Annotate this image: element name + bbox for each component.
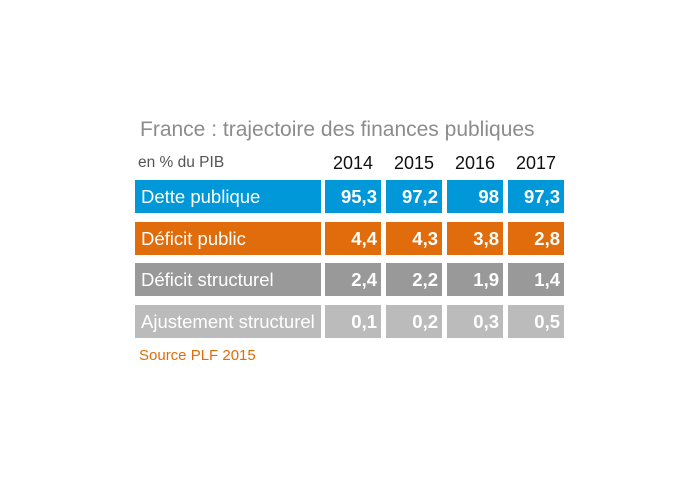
column-header-2015: 2015: [393, 153, 435, 173]
cell-ajustement-2015: 0,2: [386, 305, 442, 338]
cell-dette-2015: 97,2: [386, 180, 442, 213]
column-header-2014: 2014: [332, 153, 374, 173]
source-note: Source PLF 2015: [139, 347, 256, 364]
table-title: France : trajectoire des finances publiq…: [140, 118, 535, 141]
cell-ajustement-2016: 0,3: [447, 305, 503, 338]
cell-dette-2017: 97,3: [508, 180, 564, 213]
cell-dette-2014: 95,3: [325, 180, 381, 213]
cell-dette-2016: 98: [447, 180, 503, 213]
cell-deficit-structurel-2014: 2,4: [325, 263, 381, 296]
cell-deficit-public-2017: 2,8: [508, 222, 564, 255]
row-label-ajustement-structurel: Ajustement structurel: [135, 305, 321, 338]
cell-deficit-public-2014: 4,4: [325, 222, 381, 255]
cell-deficit-structurel-2017: 1,4: [508, 263, 564, 296]
cell-deficit-structurel-2015: 2,2: [386, 263, 442, 296]
column-header-2016: 2016: [454, 153, 496, 173]
cell-ajustement-2017: 0,5: [508, 305, 564, 338]
cell-ajustement-2014: 0,1: [325, 305, 381, 338]
row-label-deficit-structurel: Déficit structurel: [135, 263, 321, 296]
column-header-2017: 2017: [515, 153, 557, 173]
unit-label: en % du PIB: [138, 154, 225, 171]
cell-deficit-public-2016: 3,8: [447, 222, 503, 255]
row-label-dette-publique: Dette publique: [135, 180, 321, 213]
cell-deficit-public-2015: 4,3: [386, 222, 442, 255]
row-label-deficit-public: Déficit public: [135, 222, 321, 255]
cell-deficit-structurel-2016: 1,9: [447, 263, 503, 296]
